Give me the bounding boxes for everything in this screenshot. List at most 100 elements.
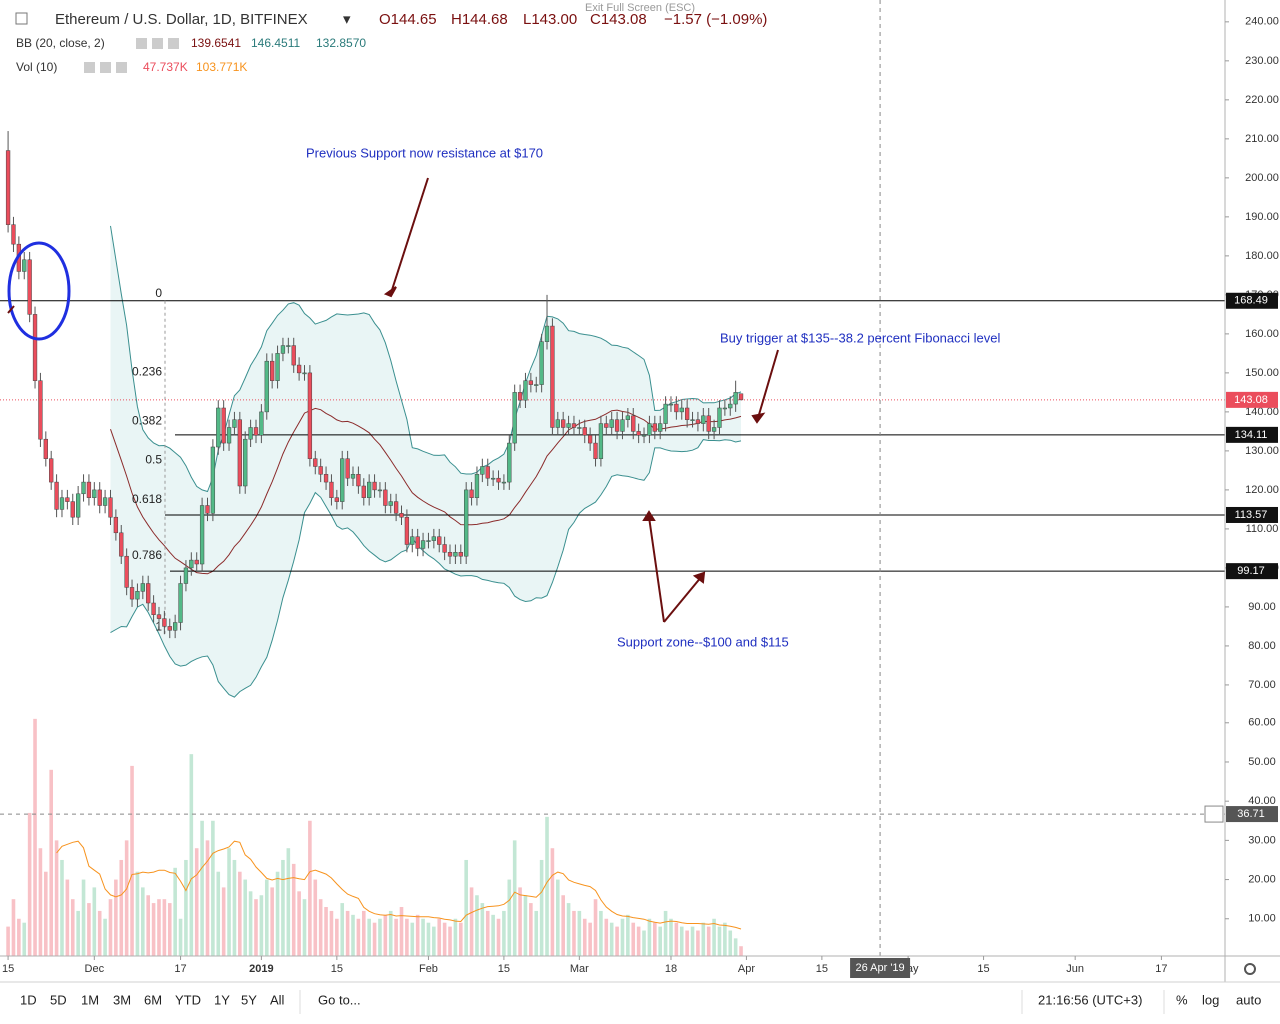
fib-ratio-label: 0.5	[145, 453, 162, 467]
range-button[interactable]: 5D	[50, 992, 67, 1007]
settings-icon[interactable]	[1244, 963, 1256, 975]
volume-bar	[723, 922, 727, 956]
icon[interactable]	[136, 38, 147, 49]
candle-body	[183, 567, 189, 584]
range-button[interactable]: All	[270, 992, 285, 1007]
candle-body	[690, 419, 695, 421]
candle-body	[437, 536, 442, 545]
collapse-button[interactable]	[15, 12, 28, 25]
candle-body	[490, 477, 496, 480]
range-button[interactable]: 3M	[113, 992, 131, 1007]
candle-body	[442, 544, 447, 553]
volume-bar	[135, 871, 140, 956]
volume-bar	[351, 914, 355, 956]
volume-tick-label: 40.00	[1248, 795, 1276, 807]
candle-body	[717, 407, 722, 428]
candle-body	[711, 427, 717, 432]
crosshair-y-bg	[1226, 806, 1278, 823]
icon[interactable]	[168, 38, 179, 49]
volume-bar	[426, 922, 431, 956]
auto-toggle[interactable]: auto	[1236, 992, 1261, 1007]
crosshair-x-bg	[850, 958, 911, 978]
icon[interactable]	[152, 38, 163, 49]
volume-bar	[604, 918, 609, 956]
range-button[interactable]: 6M	[144, 992, 162, 1007]
candle-body	[652, 423, 657, 432]
icon[interactable]	[100, 62, 111, 73]
volume-tick-label: 20.00	[1248, 873, 1276, 885]
volume-bar	[679, 926, 684, 956]
exit-fullscreen[interactable]: Exit Full Screen (ESC)	[585, 2, 695, 14]
candle-body	[119, 532, 124, 557]
volume-bar	[577, 910, 582, 956]
volume-bar	[717, 926, 722, 956]
candle-body	[561, 419, 566, 428]
candle-body	[5, 150, 11, 225]
volume-bar	[378, 918, 382, 956]
bb-value: 139.6541	[191, 36, 241, 50]
candle-body	[232, 419, 237, 428]
candle-body	[641, 435, 647, 437]
arrows	[7, 177, 779, 623]
volume-bar	[167, 903, 172, 956]
log-toggle[interactable]: log	[1202, 992, 1219, 1007]
volume-bar	[97, 910, 102, 956]
range-button[interactable]: YTD	[175, 992, 201, 1007]
volume-bar	[211, 820, 215, 956]
candle-body	[189, 559, 194, 569]
range-button[interactable]: 1Y	[214, 992, 230, 1007]
volume-bar	[340, 903, 345, 956]
volume-bar	[22, 922, 27, 956]
volume-bar	[146, 895, 151, 956]
crosshair-plus[interactable]	[1204, 805, 1224, 823]
level-label-bg	[1226, 563, 1278, 580]
volume-bar	[690, 926, 695, 956]
clock[interactable]: 21:16:56 (UTC+3)	[1038, 992, 1142, 1007]
volume-bar	[254, 899, 258, 956]
candle-body	[221, 407, 226, 444]
level-label-bg	[1226, 506, 1278, 523]
volume-bar	[194, 848, 199, 956]
range-button[interactable]: 1D	[20, 992, 37, 1007]
dropdown-caret[interactable]: ▾	[343, 11, 351, 28]
candle-body	[248, 427, 253, 440]
volume-bar	[588, 922, 592, 956]
candle-body	[544, 325, 550, 342]
y-tick-label: 180.00	[1245, 250, 1279, 262]
icon[interactable]	[84, 62, 95, 73]
candle-body	[679, 407, 684, 413]
y-tick-label: 230.00	[1245, 55, 1279, 67]
volume-bar	[518, 887, 522, 956]
candle-body	[480, 466, 485, 475]
volume-bar	[647, 918, 652, 956]
ohlc-change: −1.57 (−1.09%)	[664, 11, 767, 28]
volume-bar	[653, 922, 657, 956]
volume-bar	[6, 926, 10, 956]
volume-bar	[626, 914, 630, 956]
volume-bar	[243, 879, 248, 956]
candle-body	[334, 497, 339, 502]
icon[interactable]	[116, 62, 127, 73]
percent-toggle[interactable]: %	[1176, 992, 1188, 1007]
fib-ratio-label: 0.382	[132, 413, 162, 427]
symbol-title: Ethereum / U.S. Dollar, 1D, BITFINEX	[55, 11, 308, 28]
candle-body	[426, 540, 431, 542]
candle-body	[162, 618, 167, 627]
candle-body	[340, 458, 345, 502]
x-tick-label: 17	[174, 963, 186, 975]
volume-bar	[696, 930, 700, 956]
x-tick-label: 15	[977, 963, 989, 975]
range-button[interactable]: 5Y	[241, 992, 257, 1007]
volume-bar	[184, 859, 188, 956]
range-button[interactable]: 1M	[81, 992, 99, 1007]
candle-body	[156, 614, 162, 619]
volume-bar	[388, 910, 393, 956]
goto-button[interactable]: Go to...	[318, 992, 361, 1007]
x-tick-label: 17	[1155, 963, 1167, 975]
volume-bar	[545, 816, 549, 956]
candle-body	[178, 583, 183, 623]
candle-body	[517, 392, 523, 401]
level-label-bg	[1226, 292, 1278, 309]
candle-body	[701, 415, 706, 424]
